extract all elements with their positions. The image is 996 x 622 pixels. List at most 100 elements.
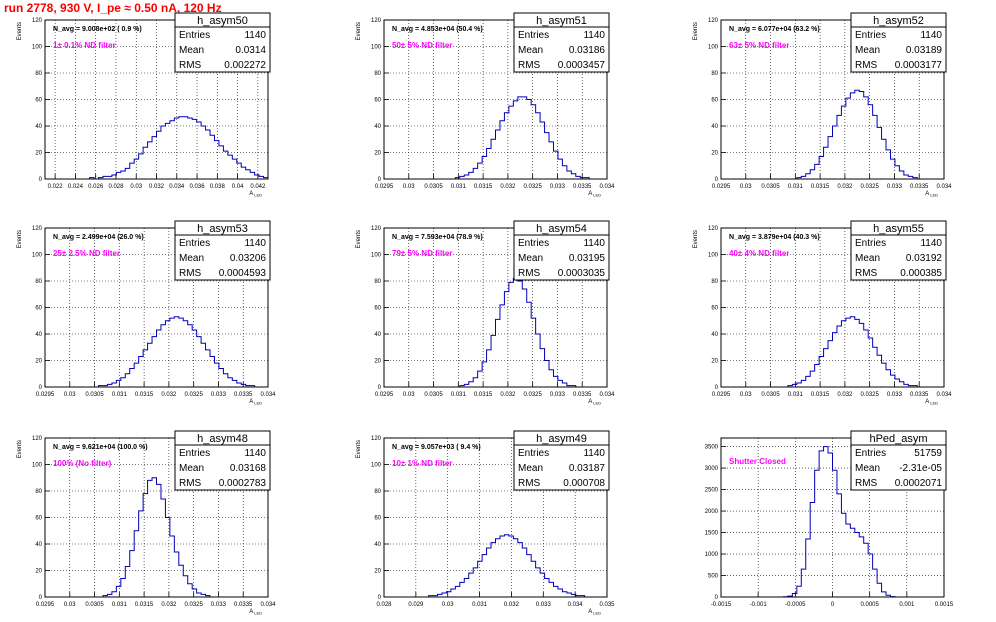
x-tick-label: 0.042	[250, 184, 266, 190]
y-tick-label: 80	[374, 489, 381, 495]
x-tick-label: 0.034	[169, 184, 185, 190]
stats-label: Mean	[518, 463, 543, 474]
navg-label: N_avg = 9.057e+03 ( 9.4 %)	[392, 444, 481, 451]
histogram-name: h_asym51	[536, 15, 587, 27]
y-tick-label: 20	[35, 359, 42, 365]
x-tick-label: 0.0295	[712, 184, 731, 190]
x-tick-label: 0.03	[64, 602, 76, 608]
y-tick-label: 100	[708, 45, 719, 51]
stats-box	[174, 444, 271, 491]
histogram-name: h_asym54	[536, 223, 587, 235]
stats-box	[850, 444, 947, 491]
stats-value: 0.0002071	[895, 478, 943, 489]
y-axis-label: Events	[17, 22, 23, 40]
x-tick-label: 0.0005	[860, 602, 879, 608]
y-tick-label: 60	[374, 516, 381, 522]
x-tick-label: 0.034	[260, 392, 276, 398]
y-tick-label: 80	[711, 71, 718, 77]
stats-value: 0.03187	[569, 463, 606, 474]
y-tick-label: 120	[32, 18, 43, 24]
histogram-name: h_asym55	[873, 223, 924, 235]
y-tick-label: 120	[371, 226, 382, 232]
x-tick-label: -0.0005	[785, 602, 806, 608]
x-tick-label: 0.031	[788, 392, 804, 398]
y-tick-label: 60	[35, 516, 42, 522]
stats-value: 0.03186	[569, 45, 606, 56]
stats-label: RMS	[518, 268, 541, 279]
x-tick-label: 0.026	[88, 184, 104, 190]
x-tick-label: 0.032	[149, 184, 165, 190]
x-tick-label: -0.0015	[711, 602, 732, 608]
y-tick-label: 0	[39, 595, 43, 601]
y-tick-label: 3000	[705, 466, 719, 472]
y-tick-label: 20	[374, 151, 381, 157]
y-axis-label: Events	[693, 230, 699, 248]
stats-label: Entries	[855, 238, 886, 249]
x-tick-label: 0.029	[408, 602, 424, 608]
navg-label: N_avg = 2.499e+04 (26.0 %)	[53, 234, 144, 241]
x-tick-label: 0.035	[599, 602, 615, 608]
histogram-name: h_asym49	[536, 433, 587, 445]
x-tick-label: 0.033	[211, 602, 227, 608]
histogram-line	[384, 96, 607, 180]
x-tick-label: 0.032	[161, 602, 177, 608]
y-tick-label: 1000	[705, 552, 719, 558]
stats-value: 1140	[244, 238, 266, 249]
x-axis-label: ALED	[588, 191, 601, 198]
x-axis-label: ALED	[588, 399, 601, 406]
x-tick-label: 0.0295	[712, 392, 731, 398]
y-tick-label: 120	[32, 436, 43, 442]
stats-value: 1140	[244, 448, 266, 459]
x-tick-label: 0.0315	[474, 184, 493, 190]
stats-value: 0.000708	[563, 478, 605, 489]
stats-label: Entries	[855, 30, 886, 41]
stats-box	[513, 234, 610, 281]
y-tick-label: 60	[374, 306, 381, 312]
x-tick-label: 0.031	[451, 392, 467, 398]
y-tick-label: 3500	[705, 445, 719, 451]
y-tick-label: 40	[374, 332, 381, 338]
filter-note: 1± 0.1% ND filter	[53, 41, 116, 50]
histogram-line	[384, 277, 607, 388]
stats-value: 1140	[583, 448, 605, 459]
y-tick-label: 0	[715, 385, 719, 391]
y-tick-label: 80	[35, 489, 42, 495]
y-axis-label: Events	[356, 440, 362, 458]
x-tick-label: 0.0325	[860, 184, 879, 190]
x-tick-label: 0.03	[740, 392, 752, 398]
stats-label: RMS	[855, 478, 878, 489]
y-tick-label: 40	[35, 542, 42, 548]
x-tick-label: 0.0325	[523, 184, 542, 190]
x-tick-label: 0.03	[403, 392, 415, 398]
stats-label: Mean	[855, 45, 880, 56]
x-tick-label: 0.0305	[85, 602, 104, 608]
stats-label: Entries	[518, 30, 549, 41]
histogram-line	[45, 477, 268, 598]
x-tick-label: 0.033	[536, 602, 552, 608]
x-axis-label: ALED	[249, 399, 262, 406]
y-tick-label: 2000	[705, 509, 719, 515]
stats-value: 1140	[583, 238, 605, 249]
filter-note: 50± 5% ND filter	[392, 41, 452, 50]
x-tick-label: 0.034	[599, 184, 615, 190]
stats-label: RMS	[179, 268, 202, 279]
x-tick-label: 0.032	[500, 184, 516, 190]
stats-value: 0.002272	[224, 60, 266, 71]
stats-value: 1140	[583, 30, 605, 41]
y-tick-label: 120	[708, 226, 719, 232]
stats-label: RMS	[855, 268, 878, 279]
x-tick-label: 0.028	[376, 602, 392, 608]
x-tick-label: 0.03	[64, 392, 76, 398]
x-tick-label: 0.0335	[910, 392, 929, 398]
filter-note: 25± 2.5% ND filter	[53, 249, 120, 258]
y-tick-label: 120	[371, 436, 382, 442]
y-tick-label: 100	[371, 463, 382, 469]
stats-value: 0.0003457	[558, 60, 606, 71]
x-tick-label: 0.04	[232, 184, 244, 190]
stats-label: Mean	[518, 253, 543, 264]
x-tick-label: 0.034	[568, 602, 584, 608]
y-tick-label: 2500	[705, 488, 719, 494]
x-tick-label: 0.0295	[36, 602, 55, 608]
navg-label: N_avg = 4.853e+04 (50.4 %)	[392, 26, 483, 33]
